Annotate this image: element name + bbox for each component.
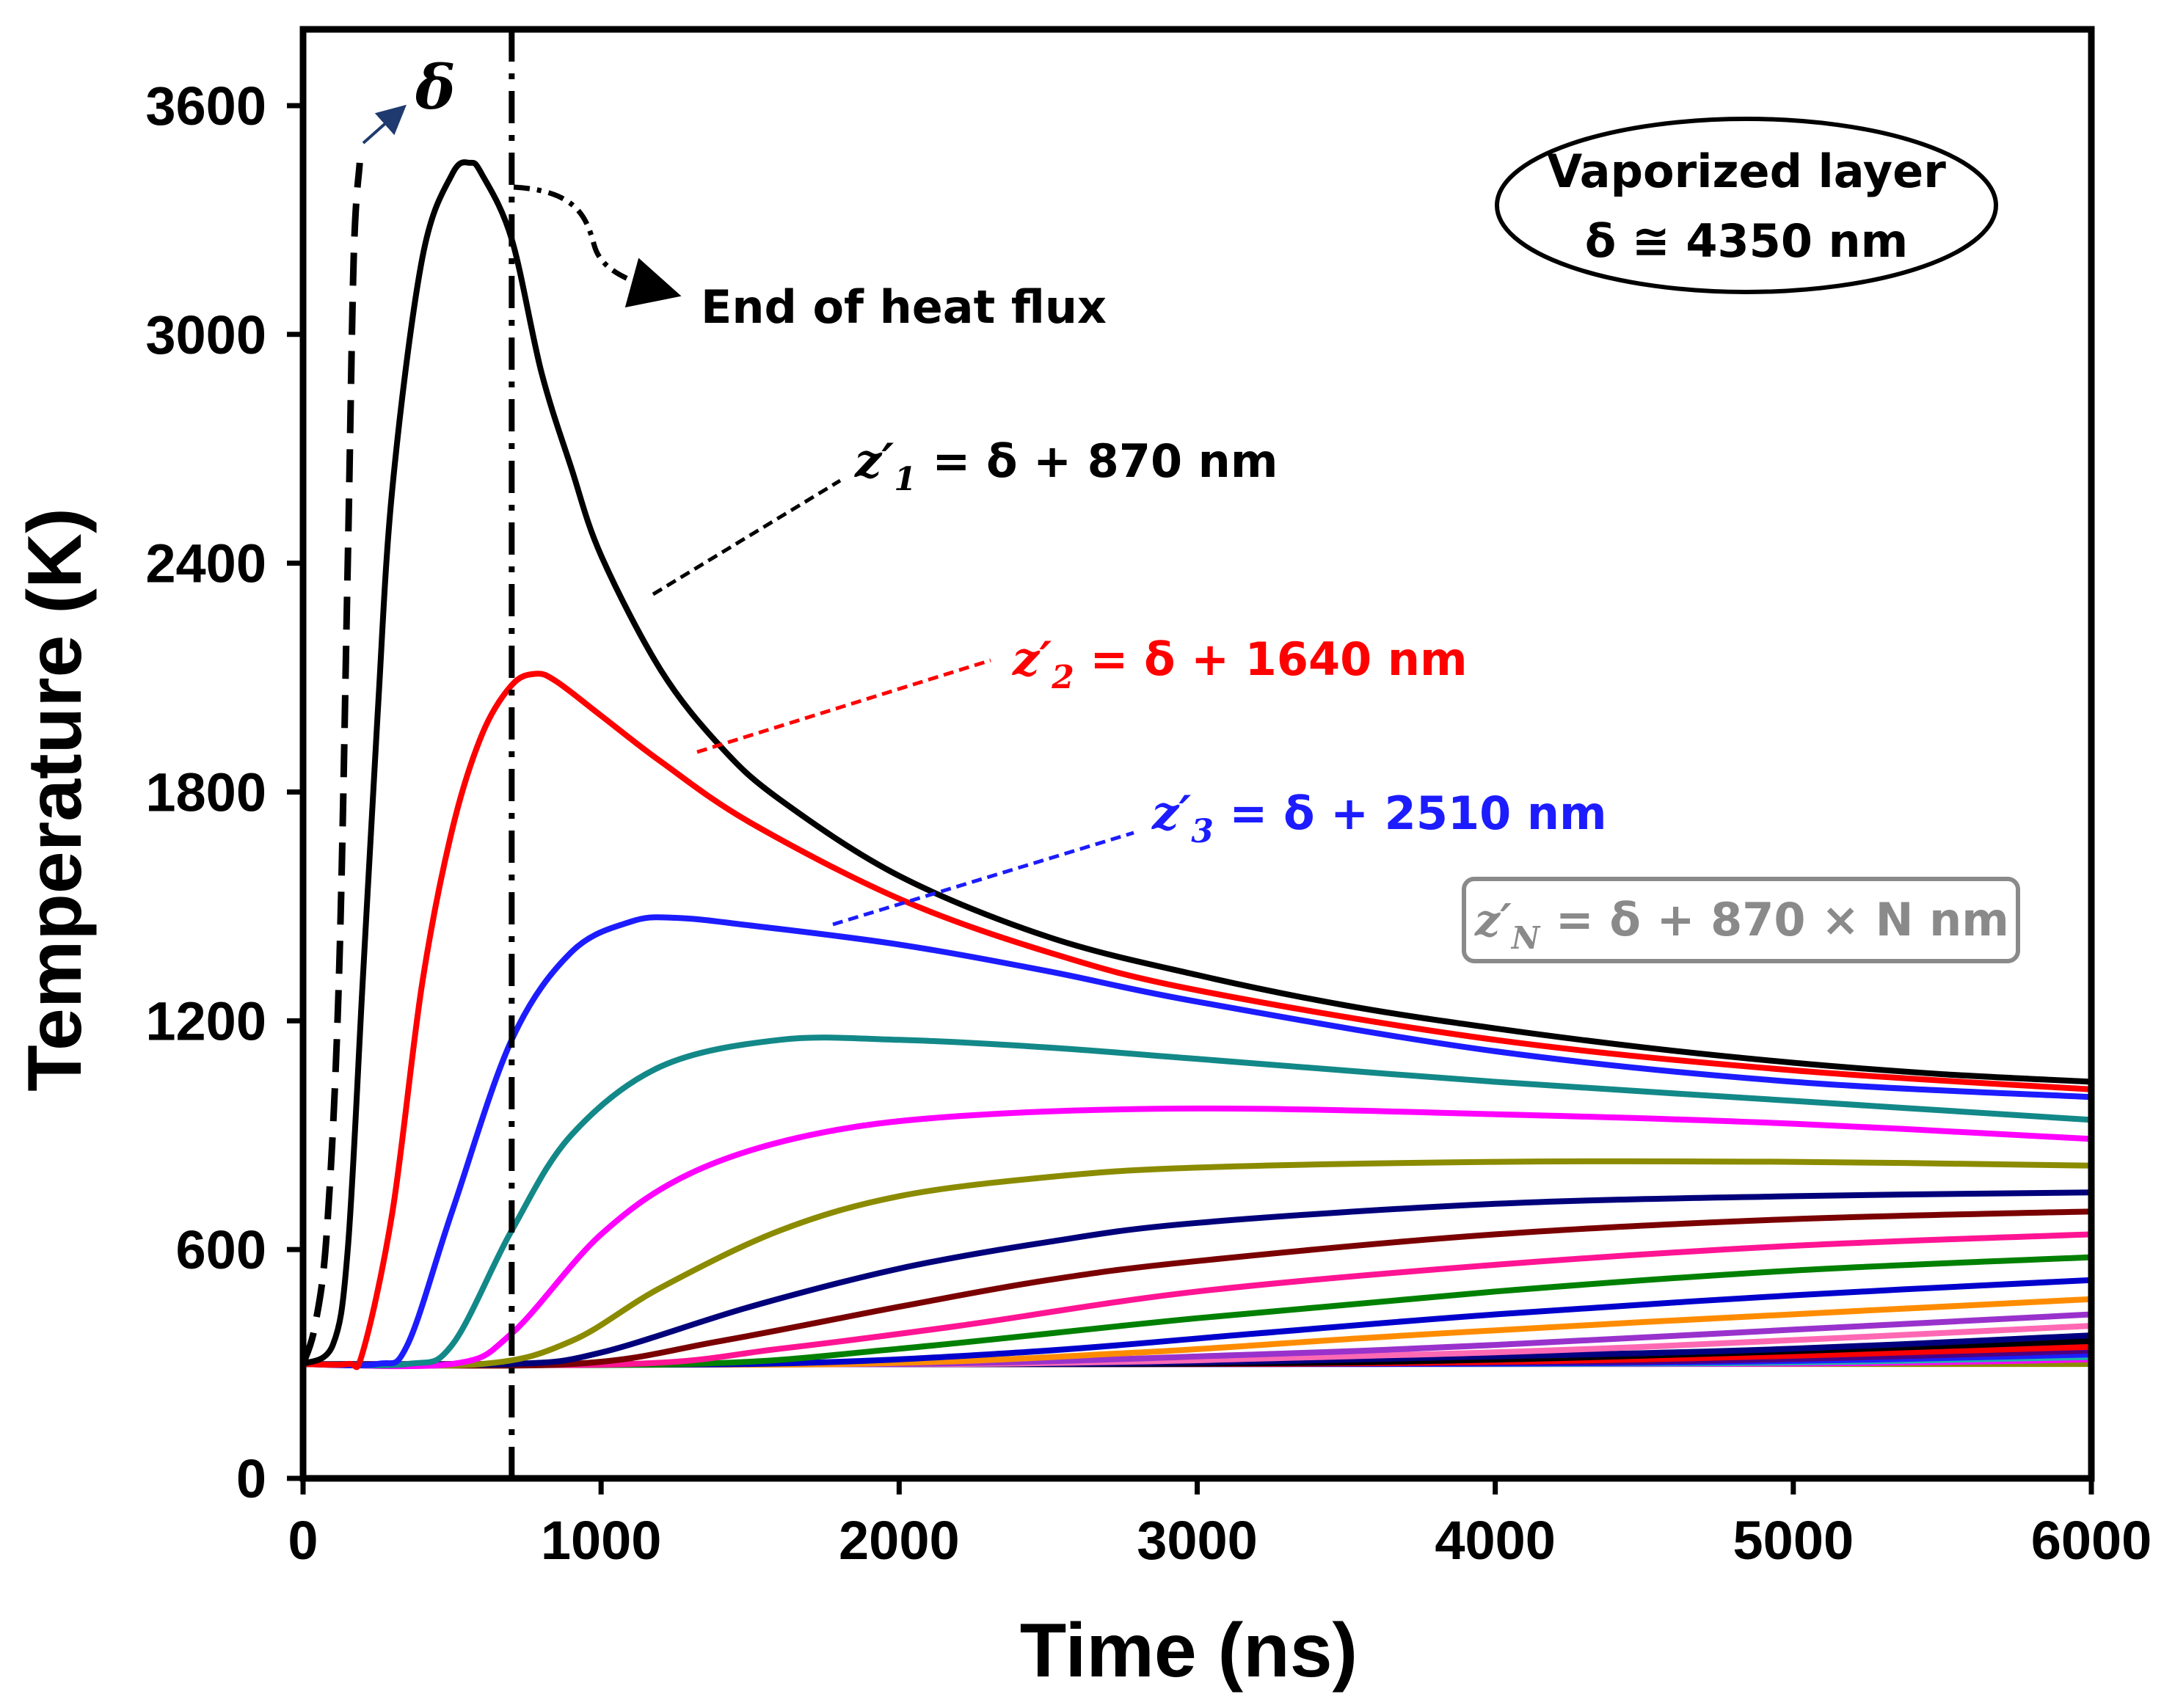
series-line-z3	[302, 914, 2092, 1368]
z2-rest: = δ + 1640 nm	[1074, 632, 1468, 686]
heat-flux-label: End of heat flux	[701, 280, 1107, 334]
vaporized-layer-line2: δ ≅ 4350 nm	[1585, 214, 1909, 268]
vaporized-layer-line1: Vaporized layer	[1547, 145, 1946, 198]
y-tick-label: 1800	[145, 762, 266, 822]
zN-label-box	[1462, 877, 2020, 963]
y-tick-label: 2400	[145, 533, 266, 594]
x-axis-title: Time (ns)	[1020, 1608, 1358, 1693]
series-line-z7	[302, 1189, 2092, 1368]
x-tick-label: 1000	[541, 1510, 662, 1571]
x-tick-label: 0	[288, 1510, 318, 1571]
zN-label: z′N = δ + 870 × N nm	[1474, 893, 2009, 956]
delta-dashed-curve	[299, 162, 363, 1365]
z2-sub: 2	[1051, 659, 1074, 696]
z2-var: z′	[1012, 632, 1052, 687]
x-tick-label: 2000	[839, 1510, 960, 1571]
z1-sub: 1	[894, 461, 917, 498]
z2-leader-line	[696, 658, 991, 754]
series-line-z8	[302, 1208, 2092, 1369]
series-line-z6	[302, 1158, 2092, 1369]
zN-rest: = δ + 870 × N nm	[1540, 893, 2009, 946]
z3-sub: 3	[1191, 813, 1214, 850]
series-line-z9	[302, 1231, 2092, 1368]
z1-var: z′	[854, 434, 894, 489]
y-axis-title: Temperature (K)	[12, 508, 98, 1092]
y-tick-label: 1200	[145, 990, 266, 1051]
delta-arrow	[362, 104, 407, 145]
heat-flux-curved-arrow	[513, 184, 682, 308]
axis-layer: 0 1000 2000 3000 4000 5000 6000 0 600 1200 1800 240…	[145, 76, 2152, 1571]
z1-leader-line	[652, 478, 842, 596]
series-line-z1	[301, 159, 2092, 1367]
plot-frame	[299, 26, 2095, 1482]
series-line-z4	[302, 1034, 2092, 1369]
z2-label: z′2 = δ + 1640 nm	[1012, 632, 1468, 696]
series-line-z2	[302, 671, 2092, 1371]
x-tick-label: 3000	[1137, 1510, 1258, 1571]
x-tick-label: 4000	[1435, 1510, 1556, 1571]
y-tick-label: 0	[236, 1448, 266, 1509]
z1-rest: = δ + 870 nm	[917, 434, 1278, 488]
zN-sub: N	[1510, 920, 1541, 956]
z3-leader-line	[832, 831, 1134, 927]
z3-var: z′	[1151, 786, 1191, 841]
y-tick-label: 3000	[145, 304, 266, 365]
x-tick-label: 5000	[1733, 1510, 1854, 1571]
z3-rest: = δ + 2510 nm	[1214, 787, 1607, 840]
vaporized-layer-ellipse	[1495, 117, 1998, 294]
zN-var: z′	[1474, 895, 1512, 946]
y-tick-label: 3600	[145, 76, 266, 136]
series-layer	[301, 159, 2092, 1371]
x-tick-label: 6000	[2031, 1510, 2152, 1571]
delta-label: δ	[415, 53, 456, 123]
y-tick-label: 600	[176, 1219, 266, 1280]
z1-label: z′1 = δ + 870 nm	[854, 434, 1278, 498]
z3-label: z′3 = δ + 2510 nm	[1151, 786, 1607, 850]
